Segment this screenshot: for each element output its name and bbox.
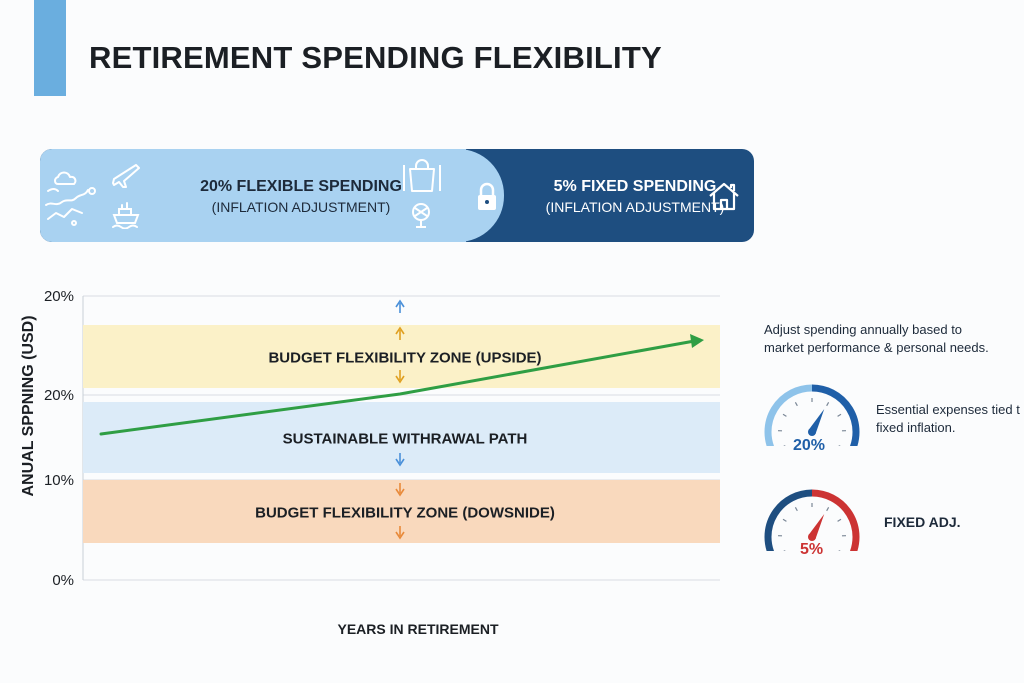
note-line: FIXED ADJ. [884,514,961,530]
fixed-spending-label: 5% FIXED SPENDING (INFLATION ADJUSTMENT) [520,177,750,217]
spending-chart: ANUAL SPPNING (USD) YEARS IN RETIREMENT … [20,288,720,637]
gauge-tick [837,518,842,522]
note-line: fixed inflation. [876,420,956,435]
zone-arrow-head [395,326,405,335]
y-tick-label: 20% [44,387,74,404]
gauge-tick [826,402,830,407]
gauge-tick [837,413,842,417]
fixed-adj-label: FIXED ADJ. [884,513,961,531]
page-title: RETIREMENT SPENDING FLEXIBILITY [89,40,662,75]
x-axis-label: YEARS IN RETIREMENT [337,621,498,637]
spending-split-banner: 20% FLEXIBLE SPENDING (INFLATION ADJUSTM… [40,149,754,242]
y-tick-label: 20% [44,288,74,305]
cruise-icon [112,202,140,229]
gauge-tick [794,507,798,512]
gauge-arc [811,489,860,551]
flexible-spending-subtitle: (INFLATION ADJUSTMENT) [211,199,391,215]
zone-arrow-head [395,375,405,384]
gauge-arc [764,384,813,446]
gauge-needle [808,409,825,434]
note-line: Essential expenses tied t [876,402,1020,417]
trend-line [99,338,702,436]
flexible-spending-title: 20% FLEXIBLE SPENDING [200,178,402,195]
gauge-tick [782,518,787,522]
zone-arrow-head [395,531,405,540]
zone-band [83,402,720,473]
gauge-tick [794,402,798,407]
gauge-tick [782,413,787,417]
y-tick-label: 10% [44,472,74,489]
fixed-spending-title: 5% FIXED SPENDING [553,178,717,195]
fixed-spending-subtitle: (INFLATION ADJUSTMENT) [545,199,725,215]
travel-doodle-icon [45,171,96,226]
y-axis-label: ANUAL SPPNING (USD) [20,315,37,496]
essential-expenses-note: Essential expenses tied t fixed inflatio… [876,401,1024,437]
fixed-gauge-value: 5% [800,541,824,558]
note-line: market performance & personal needs. [764,340,989,355]
gauge-tick [826,507,830,512]
gauge-hub [808,428,816,436]
gift-icon [412,203,430,228]
zone-band [83,480,720,543]
flexible-gauge-value: 20% [793,437,826,454]
trend-arrow-head [690,334,704,348]
title-accent-bar [34,0,66,96]
house-icon [709,182,739,211]
lock-icon [478,182,496,210]
gauge-needle [808,514,825,539]
zone-label: SUSTAINABLE WITHRAWAL PATH [283,431,528,448]
gauge-arc [764,489,813,551]
gauge-hub [808,533,816,541]
fixed-gauge-icon [764,489,860,551]
gauge-arc [811,384,860,446]
flexible-gauge-icon [764,384,860,446]
zone-label: BUDGET FLEXIBILITY ZONE (UPSIDE) [268,350,541,367]
zone-arrow-head [395,458,405,467]
zone-label: BUDGET FLEXIBILITY ZONE (DOWSNIDE) [255,505,555,522]
zone-arrow-head [395,299,405,308]
flexible-spending-panel [40,149,466,242]
spending-adjust-note: Adjust spending annually based to market… [764,321,989,357]
airplane-icon [112,164,140,188]
zone-arrow-head [395,488,405,497]
shopping-bag-icon [403,159,441,192]
y-tick-label: 0% [52,572,74,589]
flexible-spending-label: 20% FLEXIBLE SPENDING (INFLATION ADJUSTM… [186,177,416,217]
note-line: Adjust spending annually based to [764,322,963,337]
